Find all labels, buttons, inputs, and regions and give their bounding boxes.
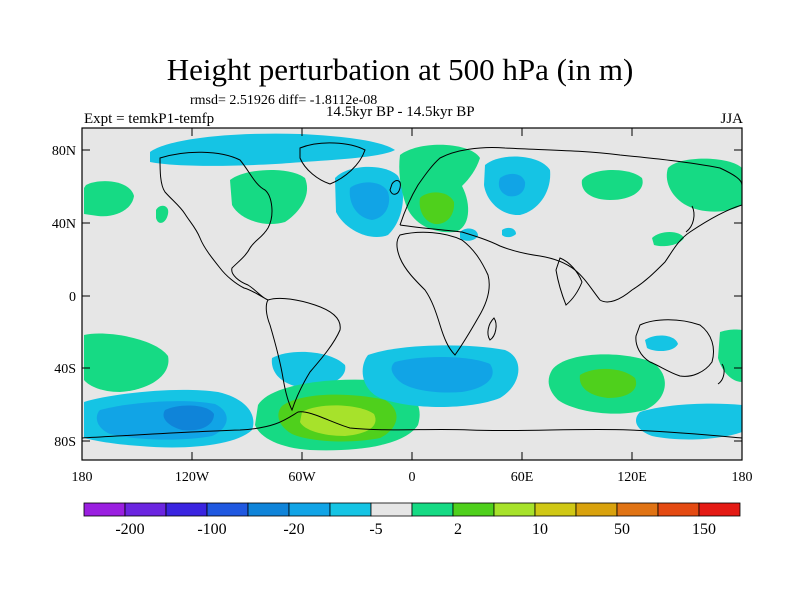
coast-madagascar xyxy=(487,317,497,341)
anomaly-east-asia-high xyxy=(666,158,742,212)
colorbar-label-10: 10 xyxy=(532,521,548,538)
colorbar-swatch xyxy=(83,502,126,517)
anomaly-north-atlantic-core xyxy=(349,182,390,220)
anomaly-north-pacific-low xyxy=(150,133,395,166)
lat-label-80n: 80N xyxy=(52,144,76,159)
colorbar-swatch xyxy=(329,502,372,517)
season-label: JJA xyxy=(720,111,743,127)
colorbar-label-minus20: -20 xyxy=(283,521,304,538)
experiment-label: Expt = temkP1-temfp xyxy=(84,111,215,127)
period-label: 14.5kyr BP - 14.5kyr BP xyxy=(326,104,475,120)
lon-label-180e: 180 xyxy=(732,470,753,485)
lon-label-180w: 180 xyxy=(72,470,93,485)
lon-label-0: 0 xyxy=(409,470,416,485)
anomaly-australia-low xyxy=(645,335,678,352)
stats-line: rmsd= 2.51926 diff= -1.8112e-08 xyxy=(190,93,378,108)
colorbar-swatch xyxy=(698,502,741,517)
colorbar-swatch xyxy=(165,502,208,517)
coast-antarctica xyxy=(82,411,742,439)
coast-greenland xyxy=(299,142,366,185)
lat-label-40n: 40N xyxy=(52,217,76,232)
colorbar-swatch xyxy=(288,502,331,517)
anomaly-europe-high xyxy=(399,144,480,233)
lat-label-80s: 80S xyxy=(54,435,76,450)
anomaly-japan-high xyxy=(652,232,684,247)
coast-australia xyxy=(635,319,714,377)
plot-title: Height perturbation at 500 hPa (in m) xyxy=(166,52,634,87)
anomaly-russia-core xyxy=(498,173,526,197)
colorbar-swatch xyxy=(534,502,577,517)
anomaly-europe-high-core xyxy=(419,192,455,225)
anomaly-arabia-low xyxy=(502,227,516,238)
lon-label-120w: 120W xyxy=(175,470,210,485)
anomaly-gulf-high xyxy=(156,205,169,223)
coast-north-america xyxy=(159,151,273,301)
anomaly-south-pacific-center xyxy=(163,405,214,431)
colorbar-swatch xyxy=(493,502,536,517)
colorbar-swatch xyxy=(411,502,454,517)
colorbar-label-50: 50 xyxy=(614,521,630,538)
coast-south-america xyxy=(265,297,341,412)
axis-ticks xyxy=(82,128,742,460)
anomaly-south-indian-core xyxy=(579,368,637,398)
coast-japan xyxy=(685,205,695,233)
colorbar-swatch xyxy=(657,502,700,517)
lat-label-0: 0 xyxy=(69,290,76,305)
colorbar xyxy=(83,502,741,517)
lat-label-40s: 40S xyxy=(54,362,76,377)
lon-label-60w: 60W xyxy=(288,470,316,485)
colorbar-swatch xyxy=(616,502,659,517)
coast-uk xyxy=(389,180,401,195)
colorbar-label-minus100: -100 xyxy=(197,521,226,538)
anomaly-siberia-high xyxy=(581,169,643,200)
colorbar-swatch xyxy=(247,502,290,517)
colorbar-swatch xyxy=(370,502,413,517)
colorbar-label-150: 150 xyxy=(692,521,716,538)
colorbar-label-minus5: -5 xyxy=(369,521,382,538)
anomaly-canada-high xyxy=(230,169,308,225)
colorbar-swatch xyxy=(575,502,618,517)
lon-label-120e: 120E xyxy=(617,470,647,485)
coast-africa xyxy=(396,231,490,356)
anomaly-south-america-low xyxy=(271,351,346,388)
coast-india xyxy=(555,257,583,306)
anomaly-south-atlantic-core xyxy=(391,356,493,393)
coast-eurasia xyxy=(399,147,742,303)
anomaly-northwest-pacific-high xyxy=(84,181,134,217)
anomaly-southwest-pacific-low xyxy=(636,403,742,440)
coast-new-zealand xyxy=(717,363,725,385)
colorbar-swatch xyxy=(124,502,167,517)
lon-label-60e: 60E xyxy=(511,470,534,485)
anomaly-field xyxy=(84,133,742,451)
coastlines xyxy=(82,142,742,439)
colorbar-swatch xyxy=(206,502,249,517)
colorbar-swatch xyxy=(452,502,495,517)
anomaly-southeast-pacific-high xyxy=(84,333,169,392)
colorbar-label-2: 2 xyxy=(454,521,462,538)
colorbar-label-minus200: -200 xyxy=(115,521,144,538)
